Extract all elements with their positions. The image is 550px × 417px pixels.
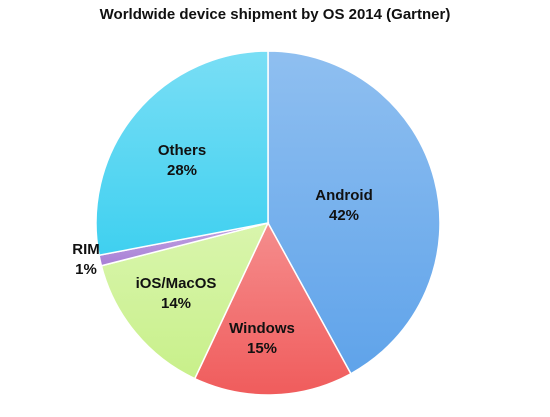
slice-value-others: 28% (167, 162, 197, 179)
pie-slice-others (95, 50, 269, 257)
slice-label-android: Android (315, 187, 373, 204)
slice-label-windows: Windows (229, 320, 295, 337)
pie-slice-windows (193, 221, 352, 396)
slice-value-ios-macos: 14% (161, 295, 191, 312)
slice-value-rim: 1% (75, 261, 97, 278)
pie-slice-android (267, 50, 441, 375)
slice-label-rim: RIM (72, 241, 100, 258)
slice-value-windows: 15% (247, 340, 277, 357)
slice-label-ios-macos: iOS/MacOS (136, 275, 217, 292)
chart-title: Worldwide device shipment by OS 2014 (Ga… (99, 6, 451, 23)
pie-slice-ios-macos (100, 221, 270, 380)
slice-value-android: 42% (329, 207, 359, 224)
slice-label-others: Others (158, 142, 206, 159)
